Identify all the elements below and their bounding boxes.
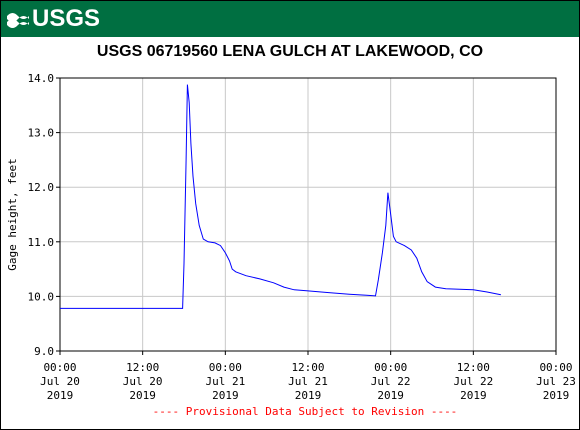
chart-title: USGS 06719560 LENA GULCH AT LAKEWOOD, CO bbox=[96, 43, 484, 60]
y-tick-label: 14.0 bbox=[28, 72, 55, 85]
x-tick-label: 2019 bbox=[377, 389, 404, 402]
x-tick-label: 12:00 bbox=[457, 361, 490, 374]
x-tick-label: Jul 20 bbox=[123, 375, 163, 388]
y-tick-label: 10.0 bbox=[28, 290, 55, 303]
y-tick-label: 9.0 bbox=[34, 345, 54, 358]
x-tick-label: 2019 bbox=[460, 389, 487, 402]
x-tick-label: Jul 22 bbox=[371, 375, 411, 388]
x-tick-label: Jul 22 bbox=[453, 375, 493, 388]
x-tick-label: 00:00 bbox=[43, 361, 76, 374]
x-tick-label: Jul 23 bbox=[536, 375, 576, 388]
x-tick-label: 2019 bbox=[295, 389, 322, 402]
usgs-wave-icon bbox=[7, 8, 29, 30]
y-tick-label: 11.0 bbox=[28, 236, 55, 249]
y-axis-label: Gage height, feet bbox=[6, 158, 19, 271]
x-tick-label: 2019 bbox=[47, 389, 74, 402]
provisional-data-note: ---- Provisional Data Subject to Revisio… bbox=[153, 405, 458, 418]
usgs-logo-text: USGS bbox=[32, 5, 101, 32]
x-tick-label: 00:00 bbox=[209, 361, 242, 374]
usgs-logo[interactable]: USGS bbox=[7, 5, 100, 33]
x-tick-label: 2019 bbox=[129, 389, 156, 402]
y-tick-label: 12.0 bbox=[28, 181, 55, 194]
x-tick-label: Jul 21 bbox=[205, 375, 245, 388]
y-axis-ticks: 9.0 10.0 11.0 12.0 13.0 14.0 bbox=[28, 72, 60, 358]
x-tick-label: 12:00 bbox=[291, 361, 324, 374]
x-tick-label: Jul 21 bbox=[288, 375, 328, 388]
x-tick-label: 2019 bbox=[212, 389, 239, 402]
x-tick-label: 00:00 bbox=[374, 361, 407, 374]
x-tick-label: 00:00 bbox=[539, 361, 572, 374]
y-tick-label: 13.0 bbox=[28, 127, 55, 140]
grid-lines bbox=[60, 78, 556, 351]
x-tick-label: Jul 20 bbox=[40, 375, 80, 388]
gage-height-series-line bbox=[60, 84, 501, 309]
usgs-header-banner: USGS bbox=[1, 1, 579, 37]
x-tick-label: 12:00 bbox=[126, 361, 159, 374]
x-tick-label: 2019 bbox=[543, 389, 570, 402]
